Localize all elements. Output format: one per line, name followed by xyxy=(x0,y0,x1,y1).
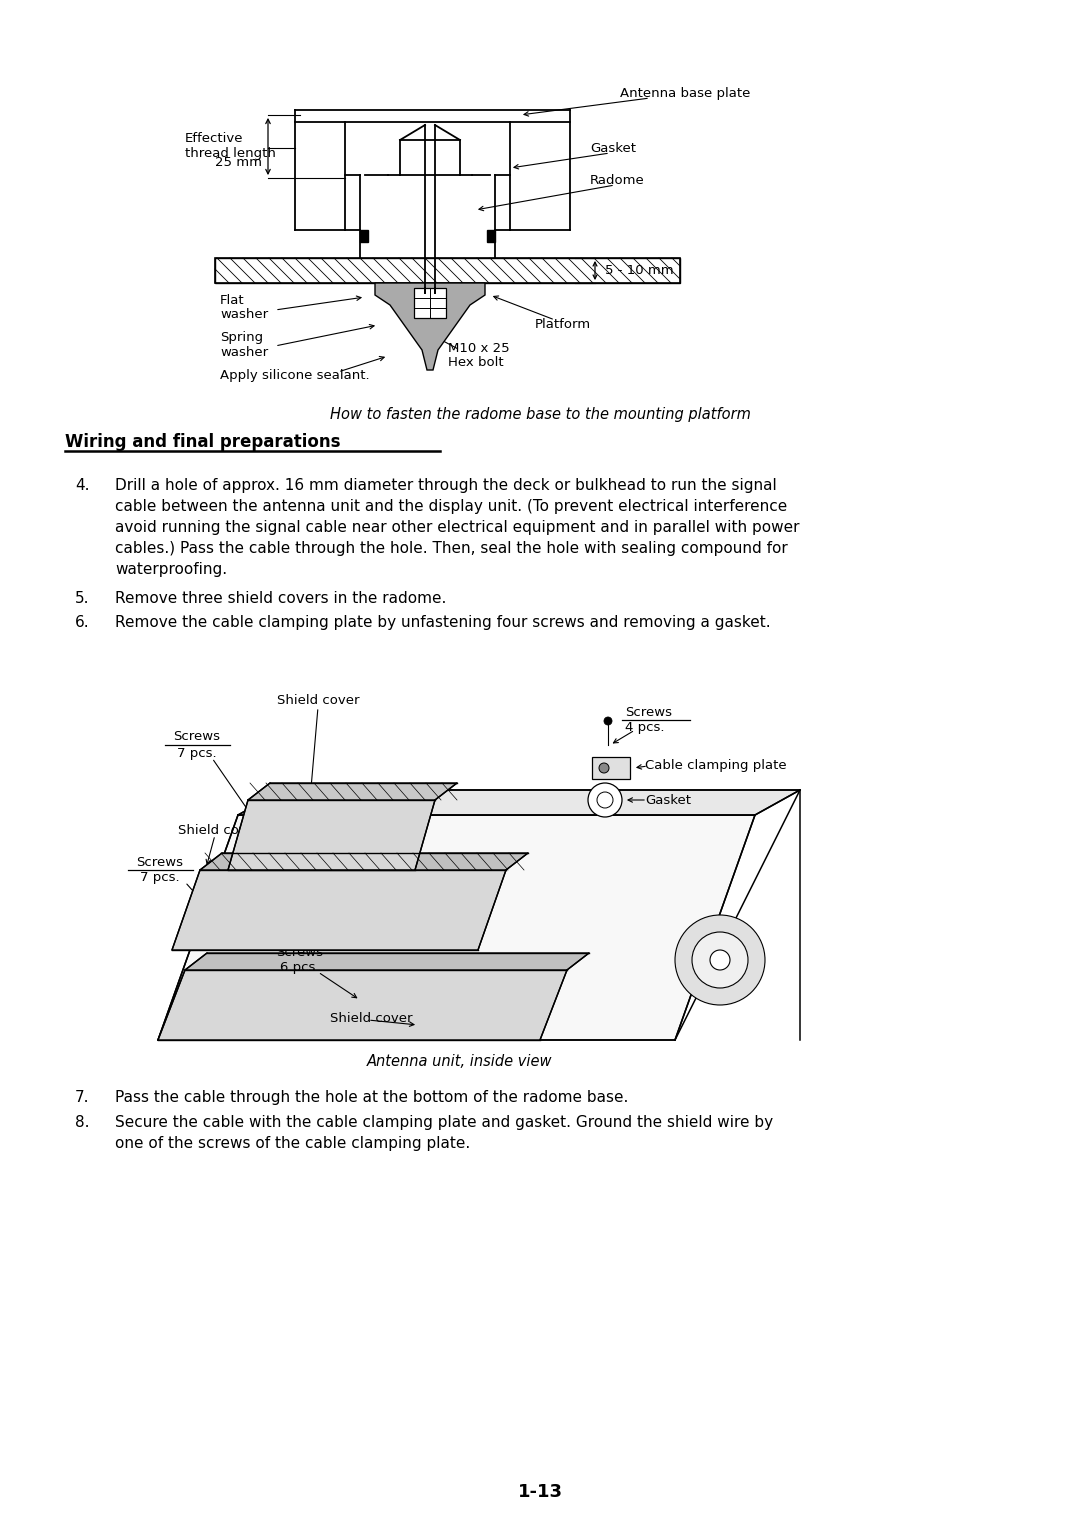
Text: 8.: 8. xyxy=(75,1115,90,1130)
Text: cables.) Pass the cable through the hole. Then, seal the hole with sealing compo: cables.) Pass the cable through the hole… xyxy=(114,541,787,556)
Text: How to fasten the radome base to the mounting platform: How to fasten the radome base to the mou… xyxy=(329,408,751,423)
Text: Shield cover: Shield cover xyxy=(276,693,360,707)
Text: 7 pcs.: 7 pcs. xyxy=(140,872,179,884)
Polygon shape xyxy=(238,789,800,815)
Text: Spring: Spring xyxy=(220,331,264,345)
Text: Antenna unit, inside view: Antenna unit, inside view xyxy=(367,1055,553,1069)
Circle shape xyxy=(599,764,609,773)
Bar xyxy=(414,289,446,318)
Text: Apply silicone sealant.: Apply silicone sealant. xyxy=(220,368,369,382)
Text: Remove three shield covers in the radome.: Remove three shield covers in the radome… xyxy=(114,591,446,606)
Bar xyxy=(487,231,495,241)
Text: 6.: 6. xyxy=(75,615,90,631)
Polygon shape xyxy=(172,870,507,950)
Text: 1-13: 1-13 xyxy=(517,1483,563,1501)
Text: Secure the cable with the cable clamping plate and gasket. Ground the shield wir: Secure the cable with the cable clamping… xyxy=(114,1115,773,1130)
Text: 5 - 10 mm: 5 - 10 mm xyxy=(605,264,674,278)
Text: one of the screws of the cable clamping plate.: one of the screws of the cable clamping … xyxy=(114,1136,470,1151)
Text: avoid running the signal cable near other electrical equipment and in parallel w: avoid running the signal cable near othe… xyxy=(114,521,799,534)
Circle shape xyxy=(675,915,765,1005)
Text: Screws: Screws xyxy=(136,855,184,869)
Text: Screws: Screws xyxy=(276,945,324,959)
Text: Hex bolt: Hex bolt xyxy=(448,356,503,370)
Text: waterproofing.: waterproofing. xyxy=(114,562,227,577)
Bar xyxy=(592,757,630,779)
Text: Wiring and final preparations: Wiring and final preparations xyxy=(65,434,340,450)
Text: Remove the cable clamping plate by unfastening four screws and removing a gasket: Remove the cable clamping plate by unfas… xyxy=(114,615,771,631)
Text: thread length: thread length xyxy=(185,147,275,159)
Bar xyxy=(215,258,680,282)
Bar xyxy=(360,231,368,241)
Text: Flat: Flat xyxy=(220,293,245,307)
Polygon shape xyxy=(228,800,435,870)
Polygon shape xyxy=(375,282,485,370)
Text: Screws: Screws xyxy=(174,730,220,744)
Polygon shape xyxy=(248,783,457,800)
Circle shape xyxy=(692,931,748,988)
Polygon shape xyxy=(158,815,755,1040)
Text: Screws: Screws xyxy=(625,705,672,719)
Text: Shield cover: Shield cover xyxy=(330,1011,413,1025)
Text: 6 pcs.: 6 pcs. xyxy=(280,962,320,974)
Polygon shape xyxy=(200,854,528,870)
Text: 25 mm: 25 mm xyxy=(215,156,262,169)
Text: Radome: Radome xyxy=(590,174,645,186)
Text: 4 pcs.: 4 pcs. xyxy=(625,721,664,734)
Text: washer: washer xyxy=(220,347,268,359)
Text: M10 x 25: M10 x 25 xyxy=(448,342,510,354)
Text: Cable clamping plate: Cable clamping plate xyxy=(645,759,786,771)
Text: Antenna base plate: Antenna base plate xyxy=(620,87,751,99)
Text: Shield cover: Shield cover xyxy=(178,823,260,837)
Text: 4.: 4. xyxy=(75,478,90,493)
Circle shape xyxy=(604,718,612,725)
Text: Drill a hole of approx. 16 mm diameter through the deck or bulkhead to run the s: Drill a hole of approx. 16 mm diameter t… xyxy=(114,478,777,493)
Polygon shape xyxy=(185,953,589,970)
Text: Platform: Platform xyxy=(535,319,591,331)
Text: 7.: 7. xyxy=(75,1090,90,1106)
Text: Gasket: Gasket xyxy=(590,142,636,154)
Text: Effective: Effective xyxy=(185,131,243,145)
Polygon shape xyxy=(158,970,567,1040)
Text: cable between the antenna unit and the display unit. (To prevent electrical inte: cable between the antenna unit and the d… xyxy=(114,499,787,515)
Bar xyxy=(215,258,680,282)
Circle shape xyxy=(597,793,613,808)
Text: 7 pcs.: 7 pcs. xyxy=(177,747,217,759)
Text: 5.: 5. xyxy=(75,591,90,606)
Circle shape xyxy=(710,950,730,970)
Text: Gasket: Gasket xyxy=(645,794,691,806)
Text: washer: washer xyxy=(220,308,268,322)
Circle shape xyxy=(588,783,622,817)
Text: Pass the cable through the hole at the bottom of the radome base.: Pass the cable through the hole at the b… xyxy=(114,1090,629,1106)
